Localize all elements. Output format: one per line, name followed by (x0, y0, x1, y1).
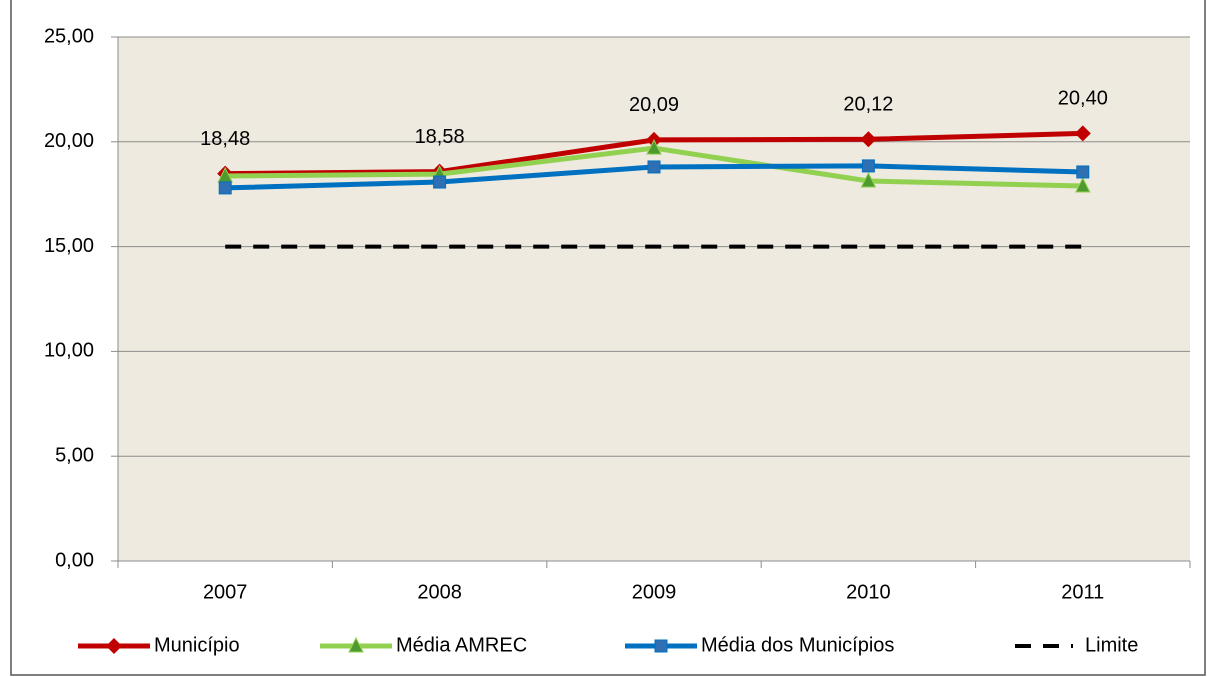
data-label: 18,48 (200, 128, 250, 150)
point-marker (861, 159, 875, 173)
point-marker (1074, 125, 1091, 142)
x-tick-label: 2007 (203, 581, 248, 603)
legend-label: Média dos Municípios (701, 634, 894, 656)
point-marker (218, 181, 232, 195)
legend-label: Limite (1085, 634, 1138, 656)
legend-marker (348, 636, 364, 653)
point-marker (860, 131, 877, 148)
y-tick-label: 10,00 (44, 340, 94, 362)
data-label: 20,40 (1058, 88, 1108, 110)
data-label: 18,58 (415, 126, 465, 148)
legend-marker (106, 638, 122, 654)
x-tick-label: 2010 (846, 581, 891, 603)
point-marker (433, 175, 447, 189)
x-tick-label: 2011 (1061, 581, 1104, 603)
point-marker (1076, 165, 1090, 179)
point-marker (647, 160, 661, 174)
x-tick-label: 2009 (632, 581, 677, 603)
data-label: 20,12 (843, 94, 893, 116)
point-marker (860, 171, 877, 188)
legend-label: Média AMREC (396, 634, 527, 656)
y-tick-label: 0,00 (55, 549, 94, 571)
y-tick-label: 5,00 (55, 444, 94, 466)
y-tick-label: 15,00 (44, 235, 94, 257)
plot-area (118, 37, 1190, 561)
data-label: 20,09 (629, 94, 679, 116)
y-tick-label: 25,00 (44, 25, 94, 47)
x-tick-label: 2008 (417, 581, 462, 603)
legend-marker (654, 639, 668, 653)
y-tick-label: 20,00 (44, 130, 94, 152)
point-marker (1074, 176, 1091, 193)
point-marker (646, 138, 662, 155)
legend-label: Município (154, 634, 240, 656)
